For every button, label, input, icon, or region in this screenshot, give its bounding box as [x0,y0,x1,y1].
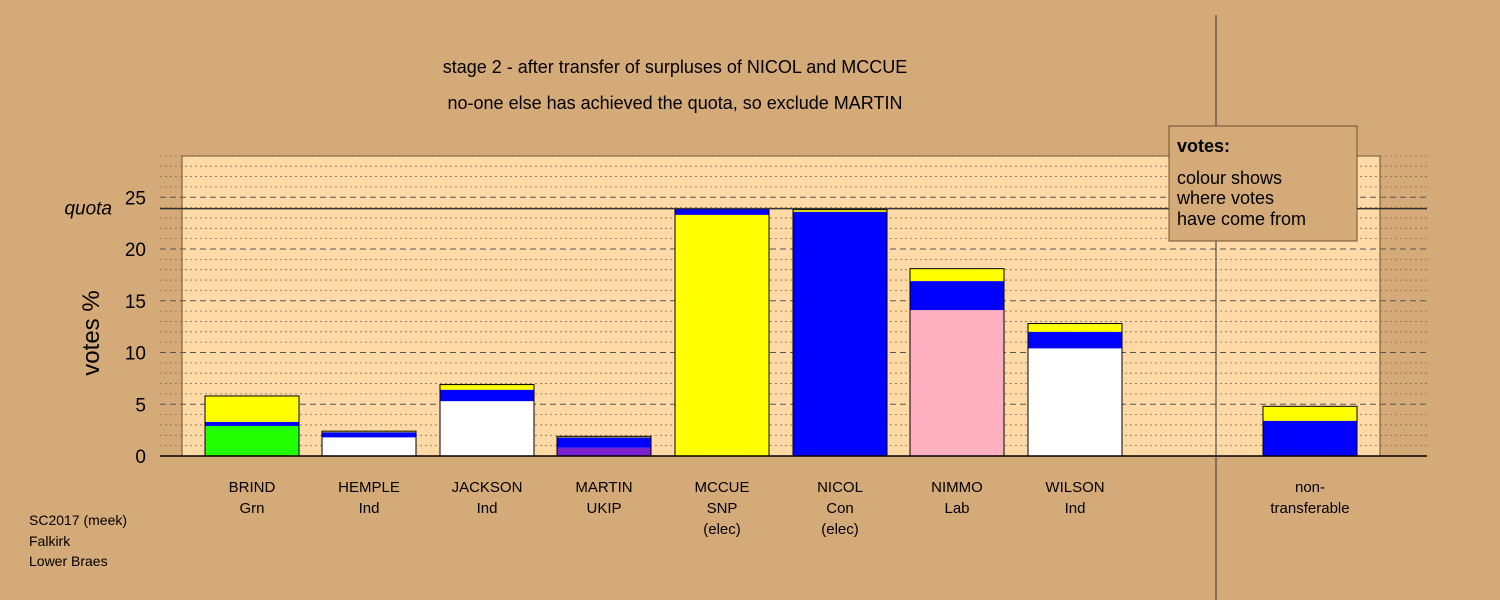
bar-segment [793,211,887,456]
footer-line: Falkirk [29,533,71,549]
bar-non [1262,405,1358,457]
legend-line: colour shows [1177,168,1282,188]
y-tick-label: 15 [125,292,146,313]
footer-line: SC2017 (meek) [29,512,127,528]
x-axis-labels: BRIND Grn HEMPLE Ind JACKSON Ind MARTIN UKIP MCC… [229,479,1350,538]
quota-label: quota [64,199,112,220]
x-tick-label: MCCUE [695,479,750,496]
x-tick-label: Grn [239,500,264,517]
x-tick-label: HEMPLE [338,479,400,496]
footer-line: Lower Braes [29,553,108,569]
x-tick-label: NICOL [817,479,863,496]
bar-segment [440,401,534,456]
bar-segment [205,395,299,422]
x-tick-label: MARTIN [575,479,632,496]
x-tick-label: Ind [1065,500,1086,517]
x-tick-label: non- [1295,479,1325,496]
bar-segment [440,384,534,390]
bar-wilson [1027,323,1123,457]
chart-subtitle: no-one else has achieved the quota, so e… [448,93,903,113]
x-tick-label: JACKSON [452,479,523,496]
y-tick-label: 25 [125,188,146,209]
x-tick-label: transferable [1270,500,1349,517]
bar-segment [910,310,1004,456]
x-tick-label: Con [826,500,854,517]
bar-segment [793,209,887,212]
bar-jackson [439,384,535,457]
x-tick-label: BRIND [229,479,276,496]
bar-martin [556,435,652,457]
x-tick-label: NIMMO [931,479,983,496]
bar-segment [1263,420,1357,456]
bar-segment [675,208,769,215]
y-tick-label: 0 [135,447,146,468]
x-tick-label: WILSON [1045,479,1104,496]
bar-segment [557,447,651,456]
legend: votes: colour shows where votes have com… [1168,125,1358,242]
bar-nimmo [909,268,1005,457]
x-tick-label: (elec) [703,521,741,538]
legend-line: have come from [1177,209,1306,229]
bars [204,208,1358,457]
bar-segment [205,425,299,456]
bar-segment [557,437,651,448]
legend-title: votes: [1177,136,1230,156]
bar-segment [440,389,534,402]
bar-hemple [321,430,417,457]
bar-segment [1263,406,1357,421]
bar-segment [205,421,299,426]
y-axis-label: votes % [78,290,105,375]
y-tick-label: 5 [135,395,146,416]
x-tick-label: Ind [359,500,380,517]
bar-segment [322,431,416,433]
bar-segment [557,436,651,438]
x-tick-label: UKIP [586,500,621,517]
bar-brind [204,395,300,457]
x-tick-label: (elec) [821,521,859,538]
bar-mccue [674,208,770,457]
x-tick-label: SNP [707,500,738,517]
legend-box [1168,125,1358,242]
bar-segment [910,281,1004,311]
bar-nicol [792,209,888,457]
y-tick-label: 20 [125,240,146,261]
y-tick-label: 10 [125,344,146,365]
legend-line: where votes [1176,188,1274,208]
y-axis: 0 5 10 15 20 25 [125,188,146,468]
bar-segment [910,268,1004,282]
bar-segment [322,432,416,438]
bar-segment [1028,348,1122,456]
chart-title: stage 2 - after transfer of surpluses of… [443,57,908,77]
bar-segment [1028,323,1122,332]
x-tick-label: Lab [944,500,969,517]
bar-segment [675,214,769,456]
bar-segment [1028,331,1122,349]
bar-segment [322,437,416,456]
x-tick-label: Ind [477,500,498,517]
